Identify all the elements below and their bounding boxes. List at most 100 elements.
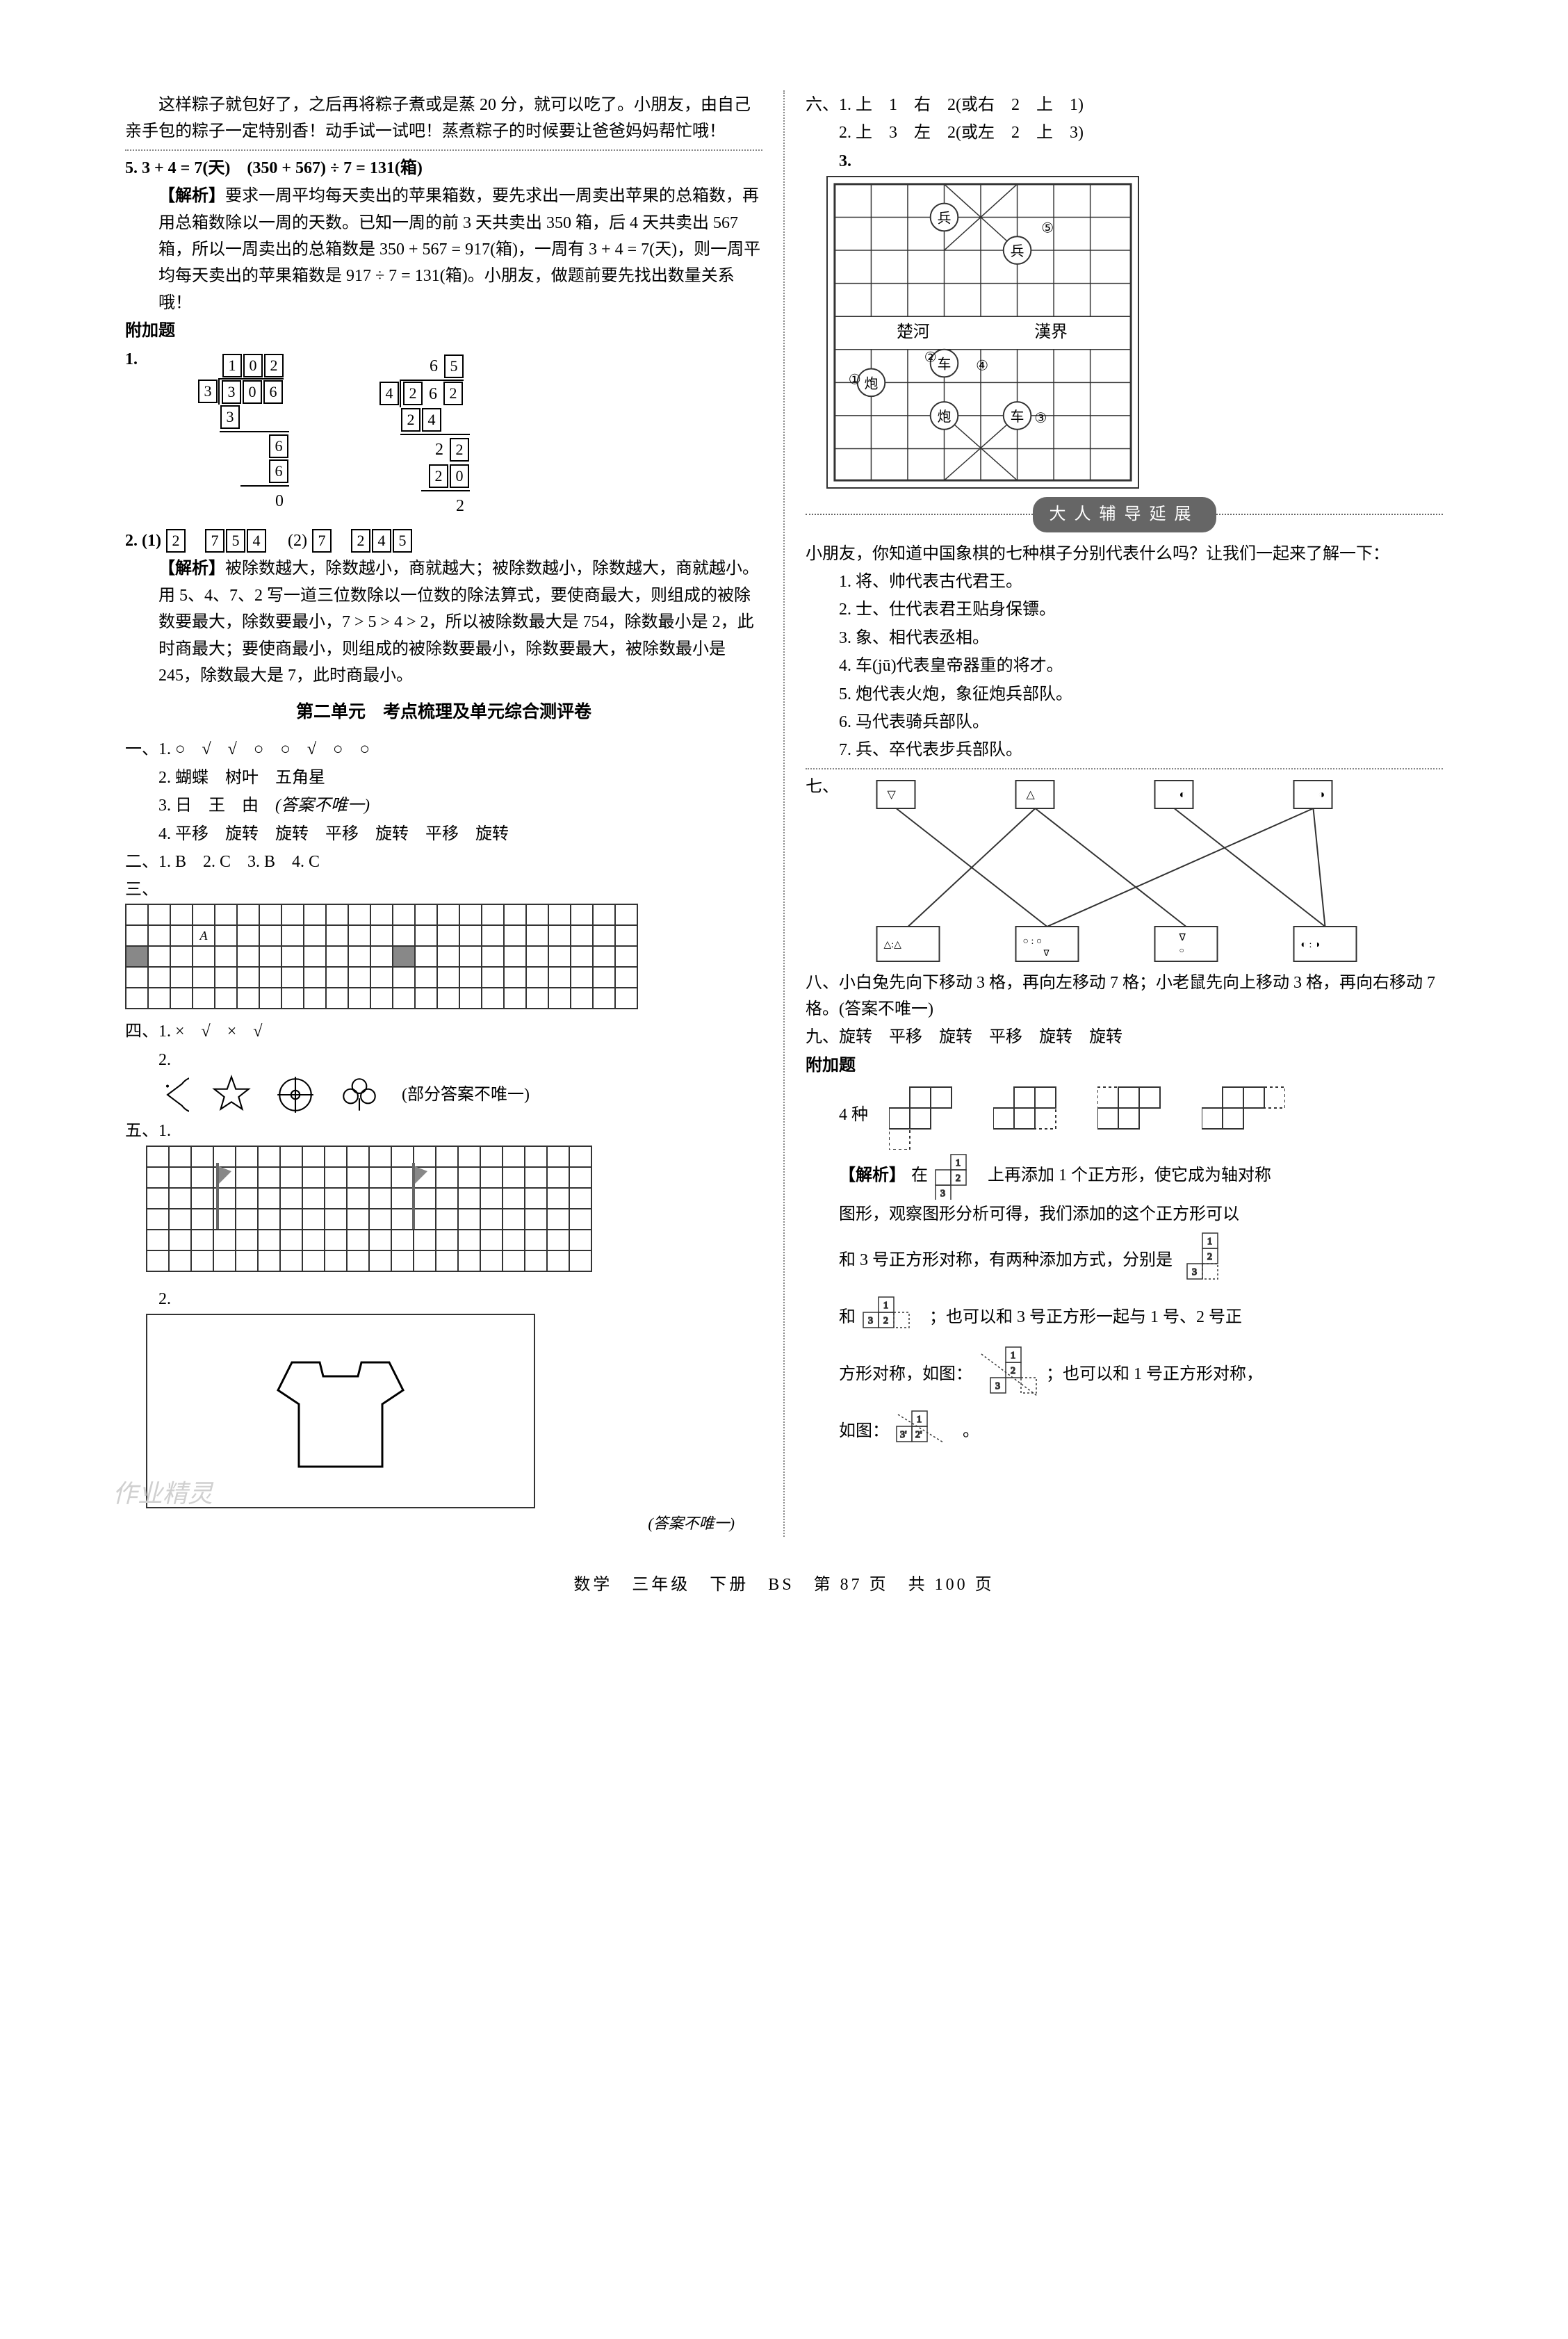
river-left: 楚河 <box>897 323 930 341</box>
svg-text:炮: 炮 <box>865 376 879 391</box>
svg-text:兵: 兵 <box>938 211 952 227</box>
s5-2-note: (答案不唯一) <box>125 1511 762 1535</box>
s3: 三、 <box>125 877 762 903</box>
grid-flags <box>146 1146 592 1272</box>
svg-text:◐ : ◑: ◐ : ◑ <box>1301 940 1321 950</box>
s1-4: 4. 平移 旋转 旋转 平移 旋转 平移 旋转 <box>125 821 762 847</box>
shape-inline: 1 2 3 <box>933 1151 982 1200</box>
ex-analysis-1: 【解析】 在 123 上再添加 1 个正方形，使它成为轴对称 <box>806 1151 1443 1200</box>
s9: 九、旋转 平移 旋转 平移 旋转 旋转 <box>806 1024 1443 1050</box>
s5-1-label: 五、1. <box>125 1118 762 1144</box>
shape-inline: 1 23 <box>861 1294 924 1342</box>
s6-2: 2. 上 3 左 2(或左 2 上 3) <box>806 120 1443 146</box>
svg-text:△: △ <box>1027 789 1036 801</box>
s3-label: 三、 <box>125 877 158 903</box>
svg-text:1: 1 <box>956 1158 961 1168</box>
division-2: 65 4262 24 22 20 2 <box>373 353 470 520</box>
ex-analysis-5: 方形对称，如图： 123 ；也可以和 1 号正方形对称， <box>806 1344 1443 1406</box>
s1-1: 一、1. ○ √ √ ○ ○ √ ○ ○ <box>125 736 762 763</box>
analysis-label: 【解析】 <box>158 187 225 205</box>
q2-analysis: 【解析】被除数越大，除数越小，商就越大；被除数越小，除数越大，商就越小。用 5、… <box>125 555 762 689</box>
svg-text:1: 1 <box>917 1415 922 1425</box>
svg-text:3': 3' <box>900 1430 907 1440</box>
guide-banner: 大人辅导延展 <box>806 497 1443 532</box>
svg-text:2: 2 <box>883 1316 888 1326</box>
svg-text:⑤: ⑤ <box>1041 220 1054 236</box>
guide-3: 3. 象、相代表丞相。 <box>806 625 1443 651</box>
grid-pattern: A <box>125 904 638 1009</box>
guide-5: 5. 炮代表火炮，象征炮兵部队。 <box>806 681 1443 708</box>
s4-1: 四、1. × √ × √ <box>125 1018 762 1045</box>
s8: 八、小白兔先向下移动 3 格，再向左移动 7 格；小老鼠先向上移动 3 格，再向… <box>806 970 1443 1023</box>
q5-analysis: 【解析】要求一周平均每天卖出的苹果箱数，要先求出一周卖出苹果的总箱数，再用总箱数… <box>125 183 762 316</box>
svg-text:1: 1 <box>1011 1351 1015 1361</box>
svg-text:炮: 炮 <box>938 409 952 425</box>
q2-analysis-text: 被除数越大，除数越小，商就越大；被除数越小，除数越大，商就越小。用 5、4、7、… <box>158 560 759 685</box>
flag-icon <box>215 1163 236 1232</box>
shape-row: (部分答案不唯一) <box>125 1073 762 1116</box>
banner-label: 大人辅导延展 <box>1033 497 1216 532</box>
tshirt-icon <box>250 1342 431 1481</box>
svg-text:∇: ∇ <box>1043 948 1050 958</box>
svg-text:1: 1 <box>883 1301 888 1311</box>
s2-1: 二、1. B 2. C 3. B 4. C <box>125 849 762 875</box>
svg-text:③: ③ <box>1034 411 1047 426</box>
q5-analysis-text: 要求一周平均每天卖出的苹果箱数，要先求出一周卖出苹果的总箱数，再用总箱数除以一周… <box>158 187 760 312</box>
club-icon <box>338 1073 381 1116</box>
shape-inline: 1 2' 3' <box>895 1408 957 1456</box>
svg-text:兵: 兵 <box>1011 244 1024 259</box>
intro-paragraph: 这样粽子就包好了，之后再将粽子煮或是蒸 20 分，就可以吃了。小朋友，由自己亲手… <box>125 92 762 145</box>
s1-3: 3. 日 王 由 (答案不唯一) <box>125 792 762 819</box>
separator <box>125 149 762 151</box>
item-number: 1. <box>125 346 158 527</box>
guide-4: 4. 车(jū)代表皇帝器重的将才。 <box>806 653 1443 679</box>
s4-2-note: (部分答案不唯一) <box>402 1082 530 1108</box>
unit-2-title: 第二单元 考点梳理及单元综合测评卷 <box>125 699 762 726</box>
svg-text:△:△: △:△ <box>884 940 902 950</box>
guide-intro: 小朋友，你知道中国象棋的七种棋子分别代表什么吗？让我们一起来了解一下： <box>806 541 1443 567</box>
pacman-icon <box>146 1073 189 1116</box>
svg-text:车: 车 <box>938 357 952 373</box>
svg-text:3: 3 <box>868 1316 873 1326</box>
guide-1: 1. 将、帅代表古代君王。 <box>806 569 1443 595</box>
shape-inline: 123 <box>1178 1230 1227 1292</box>
river-right: 漢界 <box>1034 323 1068 341</box>
s6-1: 六、1. 上 1 右 2(或右 2 上 1) <box>806 92 1443 118</box>
page-container: 这样粽子就包好了，之后再将粽子煮或是蒸 20 分，就可以吃了。小朋友，由自己亲手… <box>125 90 1443 1537</box>
chess-board: 楚河 漢界 兵 兵 ⑤ 炮 ① 车 ② ④ 炮 车 ③ <box>826 176 1139 489</box>
extra-q2: 2. (1) 2 754 (2) 7 245 <box>125 528 762 554</box>
tetromino-4 <box>1202 1080 1285 1150</box>
s5-2-label: 2. <box>125 1286 762 1312</box>
extra-q1: 1. 102 3306 3 6 6 0 65 4262 24 <box>125 346 762 527</box>
guide-7: 7. 兵、卒代表步兵部队。 <box>806 737 1443 763</box>
svg-text:◑: ◑ <box>1318 789 1325 801</box>
page-footer: 数学 三年级 下册 BS 第 87 页 共 100 页 <box>125 1572 1443 1598</box>
flag-icon <box>411 1163 432 1232</box>
svg-text:3: 3 <box>995 1381 1000 1392</box>
svg-text:2': 2' <box>915 1430 922 1440</box>
shape-inline: 123 <box>978 1344 1040 1406</box>
q5-line: 5. 3 + 4 = 7(天) (350 + 567) ÷ 7 = 131(箱) <box>125 155 762 181</box>
s4-2: 2. <box>125 1047 762 1073</box>
svg-text:▽: ▽ <box>888 789 897 801</box>
svg-text:①: ① <box>849 373 861 388</box>
s6-3: 3. <box>806 148 1443 174</box>
extra-shapes: 4 种 <box>806 1080 1443 1150</box>
s4-2-label: 2. <box>125 1047 171 1073</box>
division-1: 102 3306 3 6 6 0 <box>192 353 289 520</box>
ex-analysis-3: 和 3 号正方形对称，有两种添加方式，分别是 123 <box>806 1230 1443 1292</box>
svg-text:2: 2 <box>1207 1252 1212 1262</box>
svg-text:车: 车 <box>1011 409 1024 425</box>
separator <box>806 768 1443 769</box>
svg-text:2: 2 <box>956 1173 961 1184</box>
svg-text:②: ② <box>924 350 937 366</box>
svg-text:④: ④ <box>976 359 988 374</box>
star-icon <box>210 1073 253 1116</box>
s7-label: 七、 <box>806 774 839 968</box>
extra-label-r: 附加题 <box>806 1052 1443 1079</box>
ex-analysis-4: 和 123 ；也可以和 3 号正方形一起与 1 号、2 号正 <box>806 1294 1443 1342</box>
svg-text:3: 3 <box>940 1189 945 1199</box>
s1-2: 2. 蝴蝶 树叶 五角星 <box>125 765 762 791</box>
right-column: 六、1. 上 1 右 2(或右 2 上 1) 2. 上 3 左 2(或左 2 上… <box>806 90 1443 1537</box>
guide-2: 2. 士、仕代表君王贴身保镖。 <box>806 596 1443 623</box>
